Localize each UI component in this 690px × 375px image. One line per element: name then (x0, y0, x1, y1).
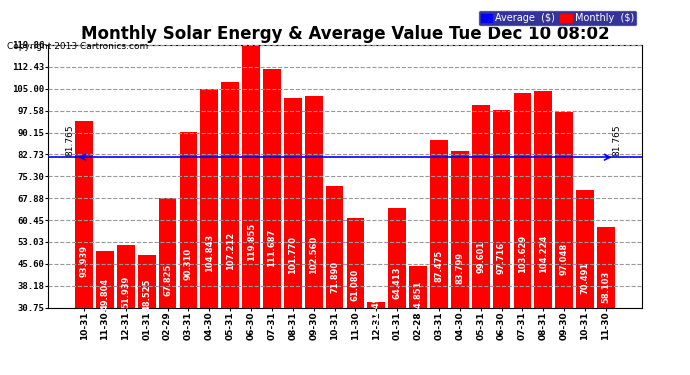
Text: 81.765: 81.765 (65, 124, 74, 156)
Text: Copyright 2013 Cartronics.com: Copyright 2013 Cartronics.com (7, 42, 148, 51)
Legend: Average  ($), Monthly  ($): Average ($), Monthly ($) (478, 10, 637, 26)
Bar (451, 151, 469, 308)
Text: 104.843: 104.843 (205, 234, 214, 272)
Bar (597, 227, 615, 308)
Text: 58.103: 58.103 (602, 271, 611, 303)
Bar (221, 82, 239, 308)
Text: 111.687: 111.687 (268, 229, 277, 267)
Text: 70.491: 70.491 (580, 262, 589, 294)
Bar (284, 98, 302, 308)
Text: 93.939: 93.939 (79, 245, 88, 277)
Text: 104.224: 104.224 (539, 234, 548, 273)
Text: 48.525: 48.525 (142, 278, 151, 310)
Bar (534, 91, 552, 308)
Text: 83.799: 83.799 (455, 252, 464, 284)
Bar (368, 302, 385, 307)
Title: Monthly Solar Energy & Average Value Tue Dec 10 08:02: Monthly Solar Energy & Average Value Tue… (81, 26, 609, 44)
Text: 97.048: 97.048 (560, 243, 569, 275)
Text: 101.770: 101.770 (288, 236, 297, 274)
Bar (96, 251, 114, 308)
Bar (346, 218, 364, 308)
Bar (201, 89, 218, 308)
Bar (305, 96, 322, 308)
Bar (555, 112, 573, 308)
Bar (513, 93, 531, 308)
Text: 67.825: 67.825 (163, 264, 172, 296)
Bar (263, 69, 281, 308)
Bar (117, 245, 135, 308)
Bar (326, 186, 344, 308)
Text: 97.716: 97.716 (497, 242, 506, 274)
Text: 64.413: 64.413 (393, 267, 402, 299)
Text: 107.212: 107.212 (226, 232, 235, 270)
Bar (75, 122, 93, 308)
Text: 119.855: 119.855 (246, 223, 255, 261)
Text: 102.560: 102.560 (309, 236, 318, 274)
Bar (409, 266, 427, 308)
Bar (472, 105, 489, 308)
Text: 61.080: 61.080 (351, 269, 360, 301)
Bar (138, 255, 156, 308)
Text: 49.804: 49.804 (101, 278, 110, 310)
Bar (179, 132, 197, 308)
Bar (159, 198, 177, 308)
Bar (493, 110, 511, 308)
Text: 103.629: 103.629 (518, 235, 527, 273)
Bar (430, 140, 448, 308)
Text: 81.765: 81.765 (613, 124, 622, 156)
Text: 32.497: 32.497 (372, 290, 381, 322)
Text: 44.851: 44.851 (413, 281, 422, 314)
Text: 99.601: 99.601 (476, 241, 485, 273)
Bar (388, 209, 406, 308)
Bar (576, 190, 594, 308)
Text: 87.475: 87.475 (435, 250, 444, 282)
Text: 90.310: 90.310 (184, 248, 193, 280)
Text: 51.939: 51.939 (121, 276, 130, 308)
Bar (242, 45, 260, 308)
Text: 71.890: 71.890 (330, 261, 339, 293)
